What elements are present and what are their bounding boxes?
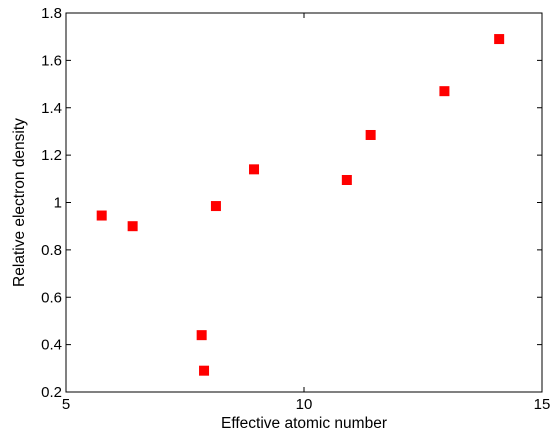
y-tick-label: 1.6: [41, 52, 62, 69]
x-axis-label: Effective atomic number: [221, 415, 387, 432]
y-tick-label: 1.4: [41, 100, 62, 117]
data-point: [494, 34, 505, 45]
data-point: [439, 86, 450, 97]
axis-ticks: [65, 12, 543, 393]
y-tick-label: 0.4: [41, 337, 62, 354]
y-tick-label: 1.2: [41, 147, 62, 164]
x-tick-label: 5: [62, 396, 70, 413]
x-tick-label: 15: [534, 396, 551, 413]
data-point: [199, 365, 210, 376]
y-tick-label: 0.2: [41, 384, 62, 401]
y-tick-label: 1: [54, 195, 62, 212]
axis-tick-labels: 5 10 15 0.2 0.4 0.6 0.8 1 1.2 1.4 1.6 1.8: [41, 5, 550, 413]
data-point: [341, 174, 352, 185]
data-point: [365, 129, 376, 140]
y-tick-label: 1.8: [41, 5, 62, 22]
data-point: [249, 164, 260, 175]
y-axis-label: Relative electron density: [11, 118, 28, 287]
y-tick-label: 0.6: [41, 289, 62, 306]
y-tick-label: 0.8: [41, 242, 62, 259]
data-point: [127, 221, 138, 232]
data-points: [96, 34, 505, 376]
data-point: [96, 210, 107, 221]
data-point: [210, 201, 221, 212]
data-point: [196, 330, 207, 341]
plot-frame: [65, 12, 543, 393]
x-tick-label: 10: [296, 396, 313, 413]
